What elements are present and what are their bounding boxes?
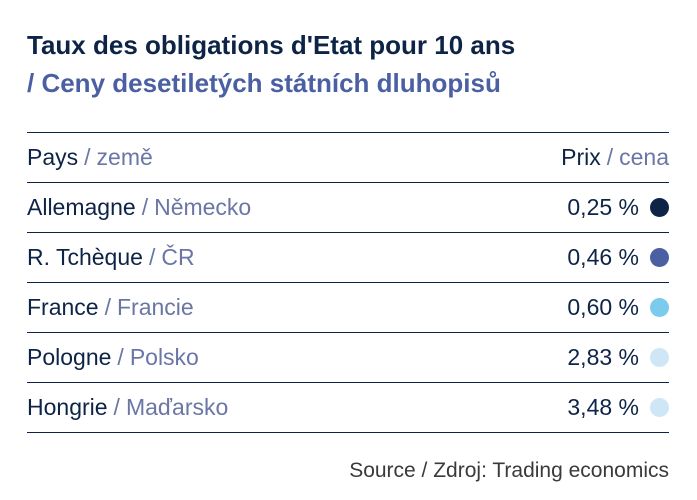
header-price-fr: Prix — [561, 144, 601, 170]
table-row: France / Francie 0,60 % — [27, 283, 669, 333]
header-separator: / — [606, 144, 614, 170]
color-dot-icon — [650, 348, 669, 367]
country-name-cz: Francie — [116, 294, 194, 320]
country-name-cz: Německo — [154, 194, 252, 220]
country-name-fr: Allemagne — [27, 194, 136, 220]
price-value: 0,25 % — [567, 194, 639, 220]
color-dot-icon — [650, 248, 669, 267]
table-row: Allemagne / Německo 0,25 % — [27, 183, 669, 233]
header-country-fr: Pays — [27, 144, 79, 170]
price-value: 2,83 % — [567, 344, 639, 370]
chart-title-cz: / Ceny desetiletých státních dluhopisů — [27, 68, 501, 98]
country-column-header: Pays / země — [27, 144, 153, 171]
header-price-cz: cena — [619, 144, 669, 170]
name-separator: / — [117, 344, 124, 370]
country-name-fr: Pologne — [27, 344, 112, 370]
table-row: Pologne / Polsko 2,83 % — [27, 333, 669, 383]
price-value: 0,60 % — [567, 294, 639, 320]
color-dot-icon — [650, 198, 669, 217]
name-separator: / — [104, 294, 111, 320]
color-dot-icon — [650, 398, 669, 417]
country-name-cz: Maďarsko — [125, 394, 229, 420]
price-cell: 2,83 % — [567, 344, 669, 371]
name-separator: / — [113, 394, 120, 420]
name-separator: / — [148, 244, 156, 270]
color-dot-icon — [650, 298, 669, 317]
header-country-cz: země — [96, 144, 153, 170]
price-cell: 0,60 % — [567, 294, 669, 321]
table-row: R. Tchèque / ČR 0,46 % — [27, 233, 669, 283]
country-cell: Allemagne / Německo — [27, 194, 251, 221]
price-value: 3,48 % — [567, 394, 639, 420]
country-cell: France / Francie — [27, 294, 194, 321]
country-name-cz: Polsko — [129, 344, 199, 370]
table-header-row: Pays / země Prix / cena — [27, 133, 669, 183]
country-name-fr: France — [27, 294, 99, 320]
price-column-header: Prix / cena — [561, 144, 669, 171]
table-row: Hongrie / Maďarsko 3,48 % — [27, 383, 669, 433]
table-body: Allemagne / Německo 0,25 % R. Tchèque / ČR 0,46… — [27, 183, 669, 433]
country-name-fr: R. Tchèque — [27, 244, 143, 270]
country-name-cz: ČR — [161, 244, 195, 270]
price-cell: 0,25 % — [567, 194, 669, 221]
chart-title-block: Taux des obligations d'Etat pour 10 ans … — [27, 26, 677, 102]
price-value: 0,46 % — [567, 244, 639, 270]
country-name-fr: Hongrie — [27, 394, 108, 420]
price-cell: 3,48 % — [567, 394, 669, 421]
header-separator: / — [84, 144, 91, 170]
country-cell: R. Tchèque / ČR — [27, 244, 195, 271]
source-note: Source / Zdroj: Trading economics — [349, 459, 669, 482]
country-cell: Hongrie / Maďarsko — [27, 394, 228, 421]
chart-title-fr: Taux des obligations d'Etat pour 10 ans — [27, 30, 516, 60]
bond-rates-table: Pays / země Prix / cena Allemagne / Německ… — [27, 132, 669, 433]
price-cell: 0,46 % — [567, 244, 669, 271]
name-separator: / — [141, 194, 149, 220]
country-cell: Pologne / Polsko — [27, 344, 199, 371]
